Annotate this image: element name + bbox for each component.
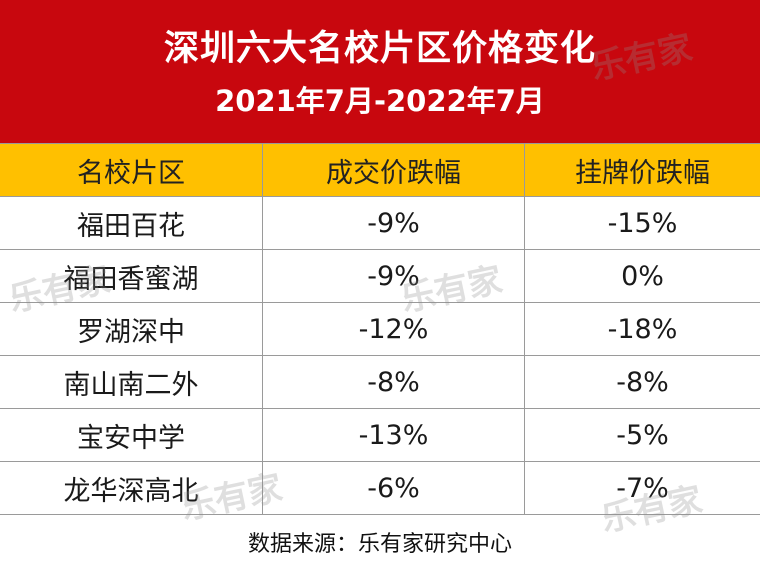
district-cell: 宝安中学 bbox=[0, 409, 263, 461]
listing-price-drop-cell: -7% bbox=[616, 472, 669, 504]
deal-price-drop-cell: -13% bbox=[263, 409, 525, 461]
listing-price-drop-cell: -18% bbox=[607, 313, 678, 345]
table-row: 罗湖深中 -12% -18% bbox=[0, 303, 760, 356]
table-row: 龙华深高北 -6% -7% bbox=[0, 462, 760, 515]
page-subtitle: 2021年7月-2022年7月 bbox=[215, 84, 545, 118]
listing-price-drop-cell: 0% bbox=[621, 260, 664, 292]
listing-price-drop-cell: -15% bbox=[607, 207, 678, 239]
district-cell: 龙华深高北 bbox=[0, 462, 263, 514]
table-row: 福田百花 -9% -15% bbox=[0, 197, 760, 250]
listing-price-drop-cell: -5% bbox=[616, 419, 669, 451]
title-banner: 深圳六大名校片区价格变化 2021年7月-2022年7月 bbox=[0, 0, 760, 143]
district-cell: 南山南二外 bbox=[0, 356, 263, 408]
column-header-listing-price-drop: 挂牌价跌幅 bbox=[575, 157, 710, 189]
table-row: 福田香蜜湖 -9% 0% bbox=[0, 250, 760, 303]
page-title: 深圳六大名校片区价格变化 bbox=[163, 29, 596, 69]
deal-price-drop-cell: -9% bbox=[263, 197, 525, 249]
deal-price-drop-cell: -12% bbox=[263, 303, 525, 355]
column-header-deal-price-drop: 成交价跌幅 bbox=[263, 144, 525, 196]
district-cell: 罗湖深中 bbox=[0, 303, 263, 355]
table-row: 宝安中学 -13% -5% bbox=[0, 409, 760, 462]
deal-price-drop-cell: -8% bbox=[263, 356, 525, 408]
district-cell: 福田香蜜湖 bbox=[0, 250, 263, 302]
listing-price-drop-cell: -8% bbox=[616, 366, 669, 398]
district-cell: 福田百花 bbox=[0, 197, 263, 249]
column-header-district: 名校片区 bbox=[0, 144, 263, 196]
deal-price-drop-cell: -9% bbox=[263, 250, 525, 302]
deal-price-drop-cell: -6% bbox=[263, 462, 525, 514]
table-row: 南山南二外 -8% -8% bbox=[0, 356, 760, 409]
table-header-row: 名校片区 成交价跌幅 挂牌价跌幅 bbox=[0, 143, 760, 197]
data-source-note: 数据来源：乐有家研究中心 bbox=[247, 532, 512, 557]
price-change-table: 名校片区 成交价跌幅 挂牌价跌幅 福田百花 -9% -15% 福田香蜜湖 -9%… bbox=[0, 143, 760, 515]
